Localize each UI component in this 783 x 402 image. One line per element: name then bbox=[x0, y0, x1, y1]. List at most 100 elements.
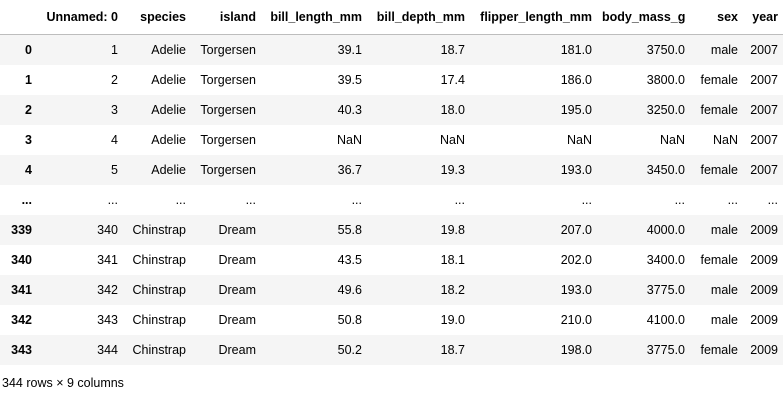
table-row: .............................. bbox=[0, 185, 783, 215]
row-index: 3 bbox=[25, 133, 32, 147]
table-row: 340 341 Chinstrap Dream 43.5 18.1 202.0 3400.0 f… bbox=[0, 245, 783, 275]
table-cell: male bbox=[710, 223, 738, 237]
table-row: 339 340 Chinstrap Dream 55.8 19.8 207.0 4000.0 m… bbox=[0, 215, 783, 245]
table-cell: Torgersen bbox=[200, 43, 256, 57]
table-cell: 3450.0 bbox=[646, 163, 685, 177]
table-cell: Adelie bbox=[151, 43, 186, 57]
table-cell: female bbox=[700, 343, 738, 357]
table-cell: Chinstrap bbox=[132, 343, 187, 357]
table-cell: female bbox=[700, 253, 738, 267]
table-cell: NaN bbox=[566, 133, 592, 147]
table-cell: 341 bbox=[97, 253, 118, 267]
column-header: bill_depth_mm bbox=[367, 0, 470, 35]
table-cell: 198.0 bbox=[560, 343, 592, 357]
table-cell: 49.6 bbox=[337, 283, 362, 297]
table-cell: 50.8 bbox=[337, 313, 362, 327]
table-cell: 344 bbox=[97, 343, 118, 357]
table-cell: male bbox=[710, 313, 738, 327]
table-cell: Dream bbox=[218, 283, 256, 297]
row-index: 4 bbox=[25, 163, 32, 177]
column-header: sex bbox=[690, 0, 743, 35]
table-cell: Dream bbox=[218, 223, 256, 237]
table-cell: female bbox=[700, 163, 738, 177]
table-cell: 17.4 bbox=[440, 73, 465, 87]
table-cell: 210.0 bbox=[560, 313, 592, 327]
table-cell: 19.3 bbox=[440, 163, 465, 177]
column-header: bill_length_mm bbox=[261, 0, 367, 35]
table-cell: 43.5 bbox=[337, 253, 362, 267]
table-cell: 193.0 bbox=[560, 163, 592, 177]
table-cell: Chinstrap bbox=[132, 253, 187, 267]
table-cell: ... bbox=[175, 193, 186, 207]
table-cell: Torgersen bbox=[200, 103, 256, 117]
table-cell: 2009 bbox=[750, 223, 778, 237]
table-row: 3 4 Adelie Torgersen NaN NaN NaN NaN NaN 2007 bbox=[0, 125, 783, 155]
table-cell: female bbox=[700, 73, 738, 87]
table-cell: Adelie bbox=[151, 73, 186, 87]
column-header: flipper_length_mm bbox=[470, 0, 597, 35]
row-index: 1 bbox=[25, 73, 32, 87]
table-cell: 3775.0 bbox=[646, 343, 685, 357]
table-cell: 2009 bbox=[750, 313, 778, 327]
table-cell: 2009 bbox=[750, 343, 778, 357]
table-cell: 2009 bbox=[750, 283, 778, 297]
table-cell: 2007 bbox=[750, 43, 778, 57]
table-cell: ... bbox=[767, 193, 778, 207]
table-row: 4 5 Adelie Torgersen 36.7 19.3 193.0 3450.0 fema… bbox=[0, 155, 783, 185]
table-cell: 40.3 bbox=[337, 103, 362, 117]
table-cell: 340 bbox=[97, 223, 118, 237]
table-cell: 3800.0 bbox=[646, 73, 685, 87]
header-row: Unnamed: 0 species island bill_length_mm… bbox=[0, 0, 783, 35]
row-index: ... bbox=[21, 193, 32, 207]
column-header: body_mass_g bbox=[597, 0, 690, 35]
table-cell: Adelie bbox=[151, 103, 186, 117]
table-row: 342 343 Chinstrap Dream 50.8 19.0 210.0 4100.0 m… bbox=[0, 305, 783, 335]
table-cell: 19.0 bbox=[440, 313, 465, 327]
row-index: 339 bbox=[11, 223, 32, 237]
table-cell: 4100.0 bbox=[646, 313, 685, 327]
table-cell: 2007 bbox=[750, 133, 778, 147]
table-row: 2 3 Adelie Torgersen 40.3 18.0 195.0 3250.0 fema… bbox=[0, 95, 783, 125]
table-cell: ... bbox=[581, 193, 592, 207]
column-header: year bbox=[743, 0, 783, 35]
table-cell: ... bbox=[351, 193, 362, 207]
table-cell: Chinstrap bbox=[132, 313, 187, 327]
table-cell: Torgersen bbox=[200, 163, 256, 177]
dataframe-table: Unnamed: 0 species island bill_length_mm… bbox=[0, 0, 783, 357]
table-cell: 5 bbox=[111, 163, 118, 177]
table-cell: ... bbox=[245, 193, 256, 207]
table-cell: 55.8 bbox=[337, 223, 362, 237]
table-cell: 195.0 bbox=[560, 103, 592, 117]
row-index: 342 bbox=[11, 313, 32, 327]
table-row: 1 2 Adelie Torgersen 39.5 17.4 186.0 3800.0 fema… bbox=[0, 65, 783, 95]
table-cell: Torgersen bbox=[200, 73, 256, 87]
table-row: 0 1 Adelie Torgersen 39.1 18.7 181.0 3750.0 male… bbox=[0, 34, 783, 65]
table-cell: Dream bbox=[218, 313, 256, 327]
table-cell: NaN bbox=[659, 133, 685, 147]
table-cell: Chinstrap bbox=[132, 223, 187, 237]
table-cell: Adelie bbox=[151, 133, 186, 147]
table-cell: 2007 bbox=[750, 73, 778, 87]
table-cell: NaN bbox=[439, 133, 465, 147]
table-cell: 4000.0 bbox=[646, 223, 685, 237]
row-index: 341 bbox=[11, 283, 32, 297]
table-cell: 181.0 bbox=[560, 43, 592, 57]
table-cell: 3250.0 bbox=[646, 103, 685, 117]
table-cell: ... bbox=[727, 193, 738, 207]
table-cell: 207.0 bbox=[560, 223, 592, 237]
table-cell: 18.0 bbox=[440, 103, 465, 117]
table-cell: 19.8 bbox=[440, 223, 465, 237]
column-header: Unnamed: 0 bbox=[37, 0, 123, 35]
table-row: 341 342 Chinstrap Dream 49.6 18.2 193.0 3775.0 m… bbox=[0, 275, 783, 305]
column-header: species bbox=[123, 0, 191, 35]
table-cell: Chinstrap bbox=[132, 283, 187, 297]
table-cell: 2007 bbox=[750, 163, 778, 177]
table-cell: 18.7 bbox=[440, 43, 465, 57]
table-cell: ... bbox=[674, 193, 685, 207]
table-cell: 18.1 bbox=[440, 253, 465, 267]
table-cell: male bbox=[710, 283, 738, 297]
table-cell: NaN bbox=[712, 133, 738, 147]
table-cell: 3400.0 bbox=[646, 253, 685, 267]
table-cell: 18.7 bbox=[440, 343, 465, 357]
table-cell: 2007 bbox=[750, 103, 778, 117]
